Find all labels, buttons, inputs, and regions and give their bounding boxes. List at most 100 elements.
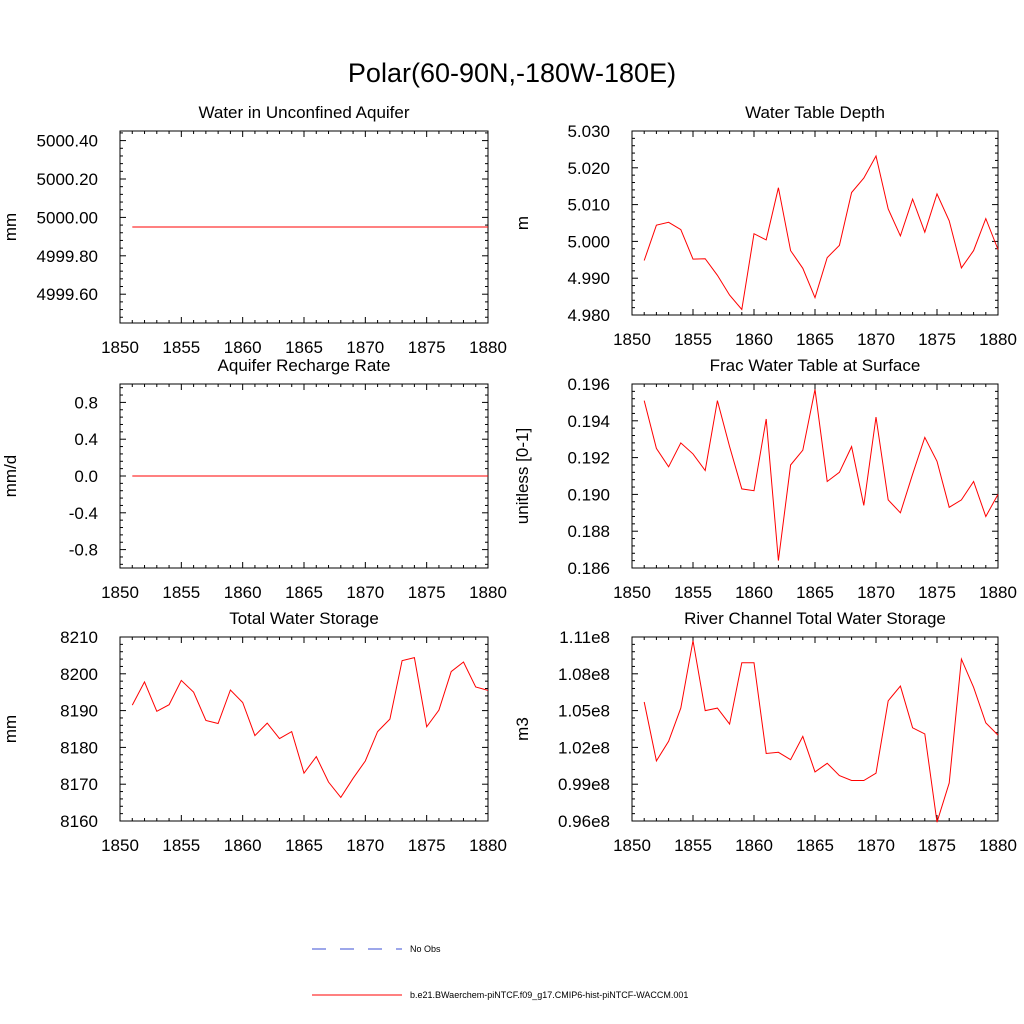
x-tick-label: 1870: [857, 836, 895, 855]
y-tick-label: 0.190: [567, 485, 610, 504]
x-tick-label: 1865: [796, 583, 834, 602]
x-tick-label: 1875: [408, 836, 446, 855]
chart-panel-frac-water-table: Frac Water Table at Surface unitless [0-1…: [513, 356, 1017, 602]
x-tick-label: 1880: [469, 836, 507, 855]
x-tick-label: 1880: [979, 836, 1017, 855]
x-tick-label: 1855: [162, 338, 200, 357]
y-tick-label: 0.186: [567, 559, 610, 578]
y-tick-label: 1.08e8: [558, 665, 610, 684]
x-tick-label: 1880: [469, 338, 507, 357]
y-tick-label: 0.99e8: [558, 775, 610, 794]
x-tick-label: 1850: [101, 583, 139, 602]
chart-panel-total-water-storage: Total Water Storage mm 1850 1855 1860 1865 187…: [1, 609, 507, 855]
x-tick-label: 1865: [796, 836, 834, 855]
legend-model-label: b.e21.BWaerchem-piNTCF.f09_g17.CMIP6-his…: [410, 990, 688, 1000]
plot-frame: [631, 130, 999, 316]
y-tick-label: 8180: [60, 738, 98, 757]
chart-panel-water-table-depth: Water Table Depth m 1850 1855 1860 1865 1870 18…: [513, 103, 1017, 349]
series-line-model: [643, 154, 999, 311]
series-line-model: [131, 656, 489, 799]
y-tick-label: 0.196: [567, 375, 610, 394]
x-tick-label: 1855: [674, 836, 712, 855]
y-tick-label: 4.980: [567, 306, 610, 325]
x-tick-label: 1855: [162, 836, 200, 855]
y-tick-label: 5000.00: [37, 208, 98, 227]
y-tick-label: 0.96e8: [558, 812, 610, 831]
x-tick-label: 1865: [796, 330, 834, 349]
y-tick-label: 8160: [60, 812, 98, 831]
x-tick-label: 1860: [224, 836, 262, 855]
y-tick-label: 0.8: [74, 393, 98, 412]
y-tick-label: 4.990: [567, 269, 610, 288]
x-tick-label: 1850: [613, 330, 651, 349]
series-line-model: [643, 640, 999, 823]
x-tick-label: 1855: [674, 330, 712, 349]
series-line-model: [643, 389, 999, 561]
x-tick-label: 1850: [613, 583, 651, 602]
y-tick-label: 8210: [60, 628, 98, 647]
y-tick-label: -0.8: [69, 541, 98, 560]
x-tick-label: 1875: [918, 836, 956, 855]
x-tick-label: 1850: [101, 338, 139, 357]
x-tick-label: 1875: [408, 583, 446, 602]
x-tick-label: 1860: [224, 338, 262, 357]
y-axis-label: unitless [0-1]: [513, 428, 532, 524]
x-tick-label: 1880: [979, 583, 1017, 602]
x-tick-label: 1865: [285, 338, 323, 357]
x-tick-label: 1875: [408, 338, 446, 357]
x-tick-label: 1860: [224, 583, 262, 602]
x-tick-label: 1850: [101, 836, 139, 855]
x-tick-label: 1870: [346, 583, 384, 602]
y-axis-label: m3: [513, 717, 532, 741]
x-tick-label: 1855: [674, 583, 712, 602]
y-tick-label: 8200: [60, 665, 98, 684]
y-tick-label: 5.020: [567, 159, 610, 178]
x-tick-label: 1870: [346, 338, 384, 357]
x-tick-label: 1875: [918, 583, 956, 602]
chart-title: Water Table Depth: [745, 103, 885, 122]
chart-title: Water in Unconfined Aquifer: [198, 103, 409, 122]
chart-title: River Channel Total Water Storage: [684, 609, 946, 628]
y-axis-label: mm: [1, 213, 20, 241]
y-tick-label: 1.11e8: [559, 628, 610, 647]
page-title: Polar(60-90N,-180W-180E): [348, 58, 676, 88]
chart-title: Frac Water Table at Surface: [710, 356, 921, 375]
x-tick-label: 1870: [857, 330, 895, 349]
x-tick-label: 1865: [285, 583, 323, 602]
y-tick-label: 8190: [60, 702, 98, 721]
chart-title: Total Water Storage: [229, 609, 379, 628]
x-tick-label: 1880: [979, 330, 1017, 349]
x-tick-label: 1860: [735, 583, 773, 602]
plot-frame: [119, 636, 489, 822]
y-tick-label: 5000.20: [37, 170, 98, 189]
x-tick-label: 1860: [735, 836, 773, 855]
chart-panel-aquifer-water: Water in Unconfined Aquifer mm 1850 1855 186…: [1, 103, 507, 357]
y-axis-label: mm/d: [1, 455, 20, 498]
y-tick-label: 0.0: [74, 467, 98, 486]
y-axis-label: mm: [1, 715, 20, 743]
y-tick-label: 5.030: [567, 122, 610, 141]
x-tick-label: 1860: [735, 330, 773, 349]
legend: No Obs b.e21.BWaerchem-piNTCF.f09_g17.CM…: [312, 944, 688, 1000]
panels: Water in Unconfined Aquifer mm 1850 1855 186…: [1, 103, 1017, 855]
plot-frame: [631, 383, 999, 569]
plot-frame: [631, 636, 999, 822]
x-tick-label: 1875: [918, 330, 956, 349]
y-tick-label: 0.194: [567, 412, 610, 431]
x-tick-label: 1880: [469, 583, 507, 602]
y-tick-label: 4999.60: [37, 285, 98, 304]
x-tick-label: 1855: [162, 583, 200, 602]
chart-title: Aquifer Recharge Rate: [218, 356, 391, 375]
y-tick-label: -0.4: [69, 504, 98, 523]
legend-obs-label: No Obs: [410, 944, 441, 954]
y-tick-label: 0.192: [567, 449, 610, 468]
y-tick-label: 0.188: [567, 522, 610, 541]
y-tick-label: 0.4: [74, 430, 98, 449]
y-tick-label: 5.000: [567, 232, 610, 251]
x-tick-label: 1870: [857, 583, 895, 602]
y-tick-label: 5.010: [567, 196, 610, 215]
y-axis-label: m: [513, 216, 532, 230]
x-tick-label: 1850: [613, 836, 651, 855]
y-tick-label: 1.05e8: [558, 702, 610, 721]
